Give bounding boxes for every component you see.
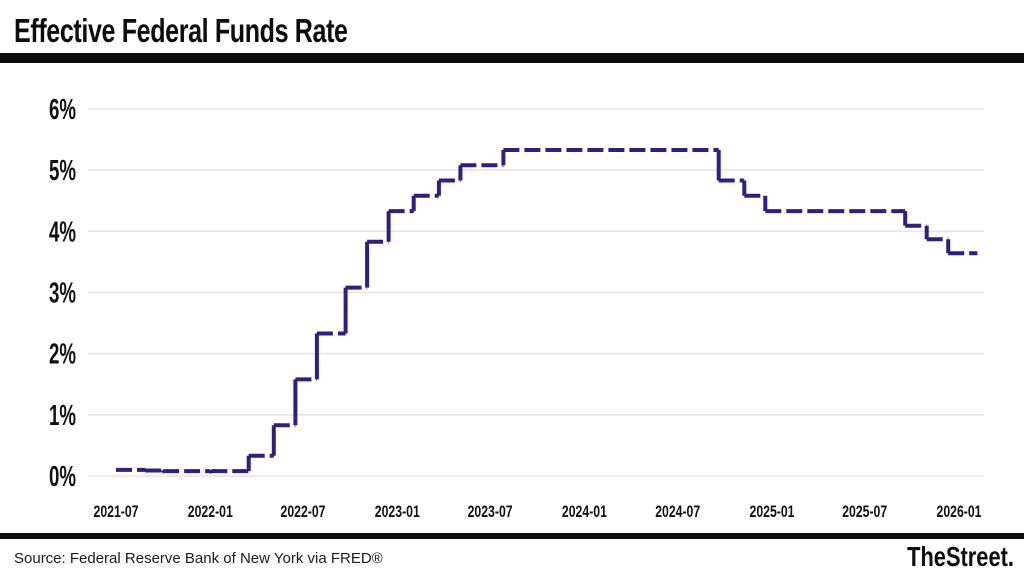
- y-tick-label: 4%: [49, 216, 76, 248]
- thestreet-logo: TheStreet.: [907, 541, 1014, 572]
- x-tick-label: 2022-07: [281, 503, 326, 521]
- x-tick-label: 2024-07: [655, 503, 700, 521]
- x-tick-label: 2025-07: [842, 503, 887, 521]
- y-tick-label: 6%: [49, 94, 76, 126]
- source-attribution: Source: Federal Reserve Bank of New York…: [14, 550, 383, 567]
- rate-line: [116, 148, 978, 475]
- header-divider-bar: [0, 53, 1024, 63]
- footer-divider-bar: [0, 533, 1024, 539]
- y-tick-label: 3%: [49, 278, 76, 310]
- x-tick-label: 2026-01: [937, 503, 982, 521]
- y-tick-label: 0%: [49, 461, 76, 493]
- y-tick-label: 2%: [49, 339, 76, 371]
- x-tick-label: 2022-01: [188, 503, 233, 521]
- y-tick-label: 5%: [49, 155, 76, 187]
- x-tick-label: 2021-07: [94, 503, 139, 521]
- x-tick-label: 2023-07: [468, 503, 513, 521]
- x-tick-label: 2025-01: [750, 503, 795, 521]
- y-tick-label: 1%: [49, 400, 76, 432]
- rate-line-vertical-steps: [143, 150, 951, 473]
- x-tick-label: 2023-01: [375, 503, 420, 521]
- x-tick-label: 2024-01: [562, 503, 607, 521]
- page-title: Effective Federal Funds Rate: [14, 12, 348, 49]
